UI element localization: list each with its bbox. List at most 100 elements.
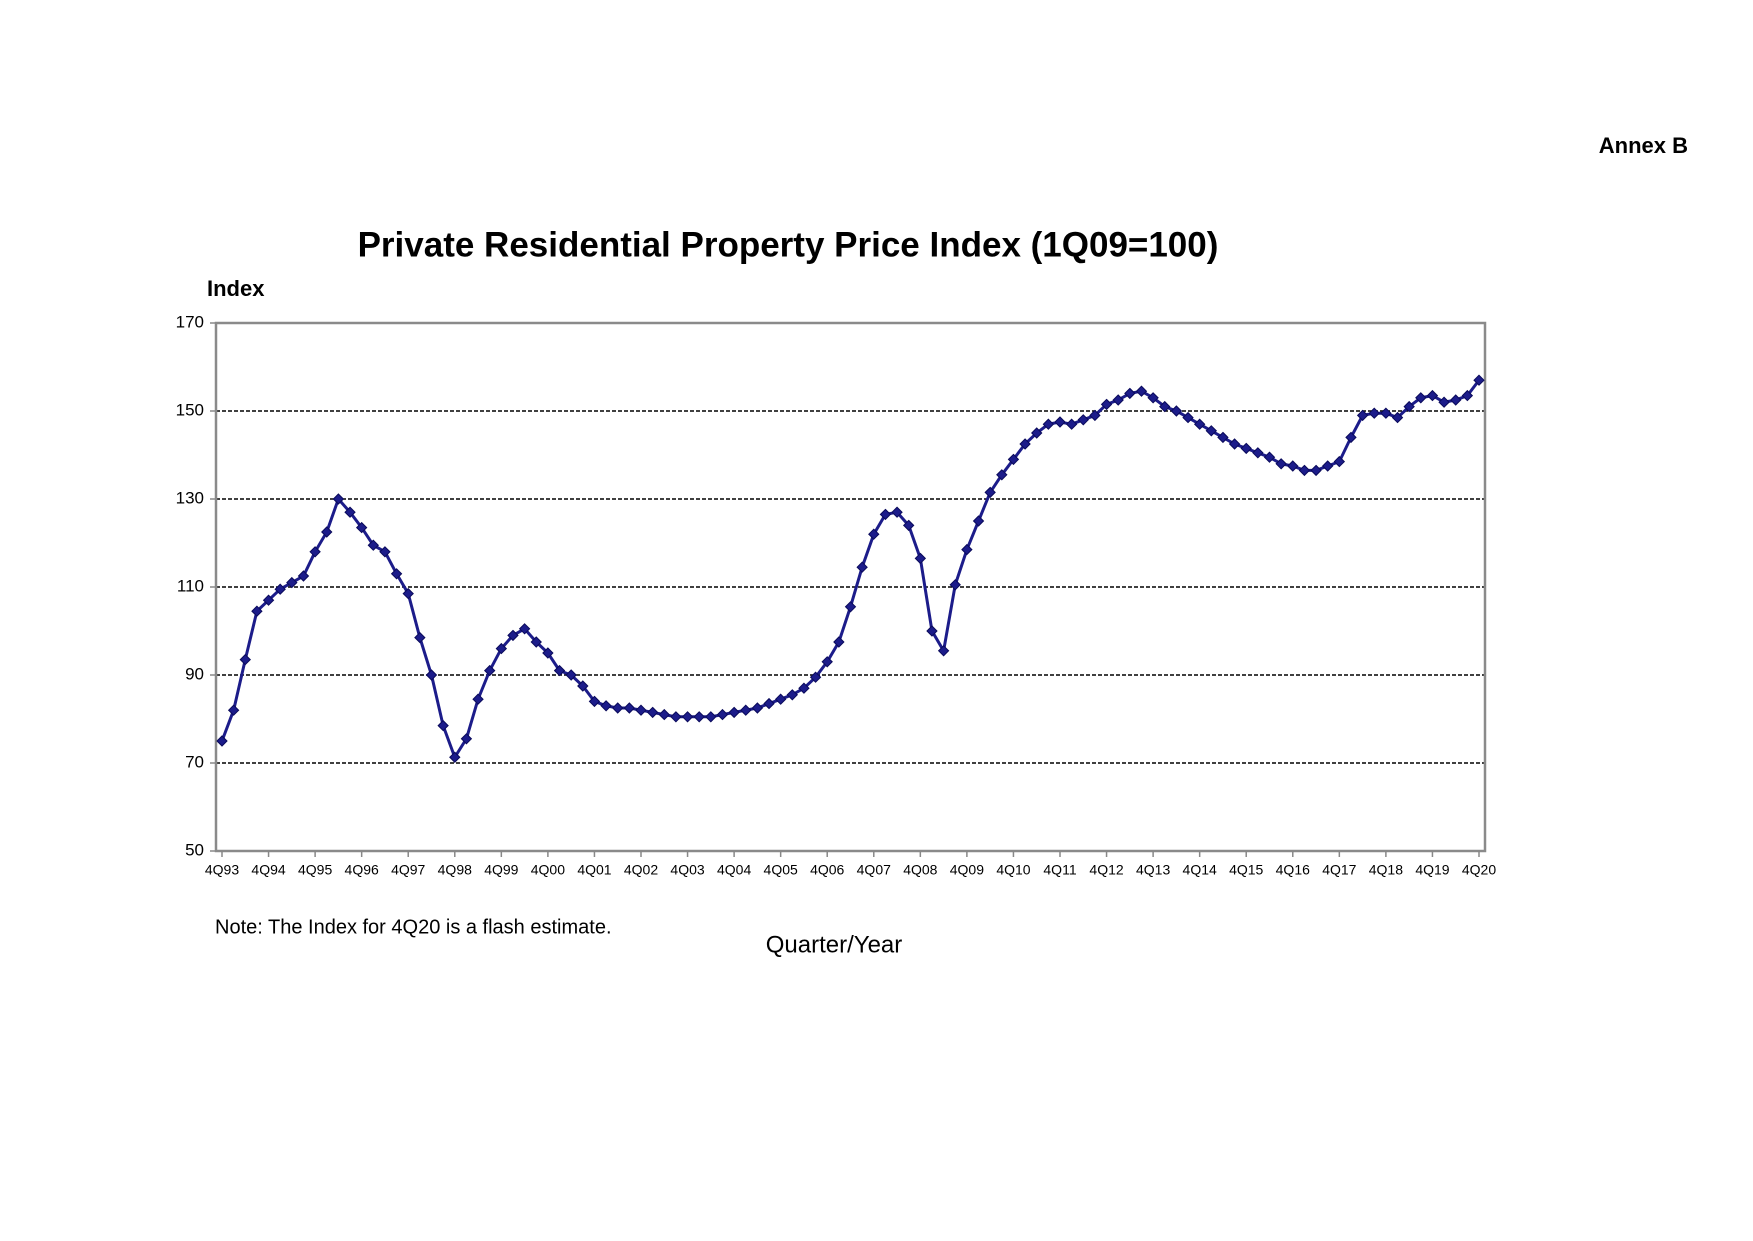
data-point — [786, 689, 799, 701]
data-point — [1159, 400, 1171, 413]
data-point — [1368, 407, 1380, 419]
x-tick-label: 4Q10 — [996, 862, 1030, 878]
data-point — [367, 539, 380, 551]
data-point — [728, 706, 740, 719]
data-point — [1112, 394, 1124, 406]
data-point — [949, 579, 961, 591]
data-point — [1065, 418, 1078, 430]
x-tick-label: 4Q00 — [531, 862, 565, 878]
data-point — [961, 543, 973, 556]
data-point — [565, 669, 577, 681]
data-point — [1182, 411, 1194, 424]
data-point — [460, 733, 473, 745]
data-point — [1473, 374, 1485, 386]
data-point — [635, 704, 647, 716]
data-point — [1298, 464, 1311, 477]
x-tick-label: 4Q93 — [205, 862, 239, 878]
data-point — [1042, 418, 1055, 430]
data-point — [1007, 453, 1020, 466]
x-tick-label: 4Q16 — [1276, 862, 1310, 878]
data-point — [553, 664, 566, 677]
data-point — [1310, 464, 1322, 477]
data-point — [751, 702, 764, 714]
data-point — [530, 636, 542, 648]
data-point — [1205, 425, 1218, 437]
data-point — [1170, 405, 1183, 417]
data-point — [1391, 411, 1404, 424]
data-point — [658, 708, 670, 721]
data-point — [705, 711, 717, 723]
data-point — [472, 693, 484, 705]
data-point — [937, 645, 950, 657]
data-point — [914, 552, 927, 565]
series-line — [220, 379, 1481, 761]
data-point — [507, 629, 519, 642]
x-tick-label: 4Q13 — [1136, 862, 1170, 878]
y-tick-label: 110 — [177, 576, 204, 595]
data-point — [297, 570, 310, 582]
x-tick-label: 4Q07 — [857, 862, 891, 878]
x-tick-label: 4Q15 — [1229, 862, 1263, 878]
data-point — [344, 506, 356, 518]
data-point — [402, 587, 414, 600]
data-point — [774, 693, 787, 705]
data-point — [1263, 451, 1276, 463]
y-tick-label: 150 — [176, 400, 204, 419]
data-point — [1054, 416, 1066, 428]
data-point — [902, 519, 915, 532]
data-point — [390, 568, 403, 580]
plot-frame — [214, 321, 1487, 853]
data-point — [623, 702, 636, 714]
data-point — [588, 695, 601, 708]
data-point — [1124, 387, 1136, 400]
data-point — [437, 719, 449, 732]
data-point — [542, 647, 554, 659]
data-point — [449, 751, 461, 763]
data-point — [763, 697, 775, 710]
data-point — [1147, 392, 1159, 404]
data-point — [670, 711, 682, 723]
data-point — [740, 704, 752, 716]
data-point — [646, 706, 659, 719]
annex-label: Annex B — [1599, 133, 1688, 158]
data-point — [984, 486, 996, 499]
x-tick-label: 4Q97 — [391, 862, 425, 878]
data-point — [1415, 392, 1427, 404]
data-point — [1403, 400, 1415, 413]
y-tick-label: 90 — [185, 664, 204, 683]
data-point — [216, 735, 228, 747]
x-tick-label: 4Q19 — [1415, 862, 1449, 878]
data-point — [309, 546, 321, 558]
data-point — [1019, 438, 1031, 450]
data-point — [1356, 409, 1369, 422]
data-point — [891, 506, 903, 518]
y-axis-label: Index — [207, 276, 265, 301]
x-tick-label: 4Q04 — [717, 862, 751, 878]
x-tick-label: 4Q08 — [903, 862, 937, 878]
data-point — [1450, 394, 1462, 406]
data-point — [1426, 389, 1439, 402]
data-point — [1345, 431, 1357, 444]
data-point — [1077, 414, 1089, 426]
data-point — [414, 631, 426, 644]
data-point — [1321, 460, 1334, 472]
data-point — [1287, 460, 1299, 472]
y-tick-label: 130 — [176, 488, 204, 507]
x-tick-label: 4Q99 — [484, 862, 518, 878]
data-point — [1228, 438, 1241, 450]
data-point — [972, 515, 985, 527]
data-point — [518, 623, 531, 635]
data-point — [495, 642, 508, 655]
data-point — [425, 669, 438, 681]
data-point — [681, 711, 694, 723]
data-point — [1135, 385, 1148, 397]
x-tick-label: 4Q98 — [438, 862, 472, 878]
x-tick-label: 4Q14 — [1183, 862, 1217, 878]
x-tick-label: 4Q02 — [624, 862, 658, 878]
data-point — [600, 700, 612, 712]
data-point — [251, 605, 263, 617]
data-point — [1438, 396, 1450, 408]
x-tick-label: 4Q20 — [1462, 862, 1496, 878]
